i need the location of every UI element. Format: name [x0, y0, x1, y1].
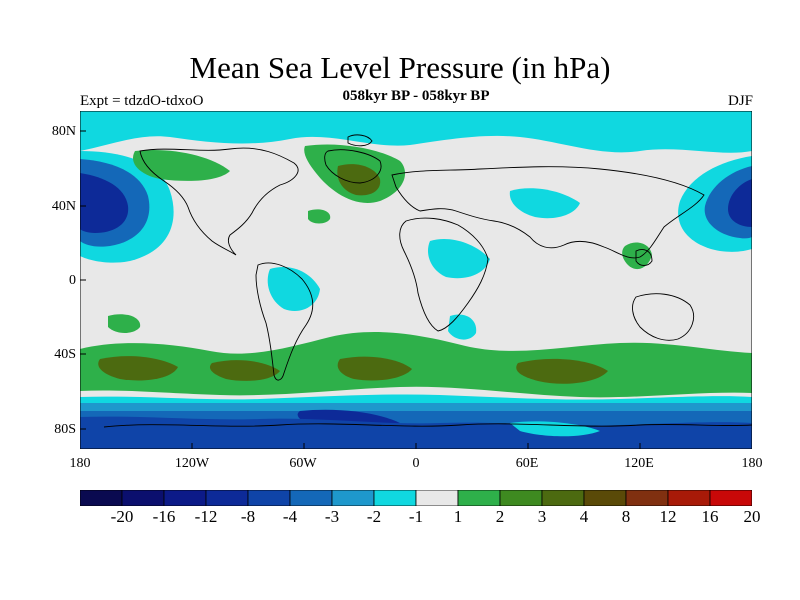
coastlines [103, 134, 752, 428]
npacific-low-east [728, 179, 752, 227]
lon-tick-label: 120W [174, 456, 210, 471]
colorbar-tick-label: -8 [240, 507, 256, 526]
samerica-cyan [267, 267, 320, 311]
lon-tick-label: 0 [412, 456, 420, 471]
season-label: DJF [727, 93, 753, 109]
asia-cyan [509, 188, 580, 219]
sh-cyan [448, 314, 477, 340]
lat-tick-label: 80N [51, 124, 76, 139]
colorbar-swatch [667, 490, 711, 506]
pressure-map [80, 111, 752, 449]
colorbar-tick-label: -12 [194, 507, 218, 526]
lat-tick-label: 0 [69, 273, 76, 288]
colorbar-tick-label: -16 [152, 507, 176, 526]
europe-patch [308, 209, 331, 224]
lon-tick-label: 180 [741, 456, 763, 471]
axis-ticks [80, 130, 641, 449]
colorbar-tick-label: -1 [408, 507, 424, 526]
natlantic-high [337, 164, 381, 196]
colorbar-swatch [163, 490, 207, 506]
arctic-band [80, 111, 752, 153]
africa-cyan [427, 239, 490, 279]
colorbar-swatch [373, 490, 417, 506]
colorbar-swatch [457, 490, 501, 506]
colorbar-swatch [541, 490, 585, 506]
colorbar-tick-label: -2 [366, 507, 382, 526]
colorbar-swatch [331, 490, 375, 506]
lon-tick-label: 60W [289, 456, 317, 471]
lon-tick-label: 180 [69, 456, 91, 471]
colorbar-swatch [625, 490, 669, 506]
shem-high-core [98, 356, 178, 381]
antarctic-patch [510, 421, 600, 437]
lon-tick-label: 60E [515, 456, 539, 471]
shem-high-core [516, 358, 608, 384]
colorbar-swatch [289, 490, 333, 506]
map-subtitle: 058kyr BP - 058kyr BP [342, 88, 490, 104]
lat-tick-label: 80S [54, 422, 76, 437]
colorbar-tick-label: 3 [537, 507, 547, 526]
colorbar-swatch [205, 490, 249, 506]
colorbar-swatch [415, 490, 459, 506]
npacific-low-west [80, 173, 129, 233]
shem-high-core [209, 360, 280, 381]
colorbar-swatch [80, 490, 123, 506]
lat-tick-label: 40N [51, 199, 76, 214]
colorbar-tick-label: 2 [495, 507, 505, 526]
colorbar-tick-label: 4 [579, 507, 589, 526]
southern-ocean-lightblue [80, 403, 752, 413]
colorbar-tick-label: 1 [453, 507, 463, 526]
map-title: Mean Sea Level Pressure (in hPa) [189, 50, 611, 85]
colorbar-swatch [247, 490, 291, 506]
colorbar-tick-label: 16 [701, 507, 719, 526]
experiment-label: Expt = tdzdO-tdxoO [80, 93, 204, 109]
shem-high-core [337, 356, 412, 381]
colorbar-swatch [709, 490, 752, 506]
colorbar-swatch [121, 490, 165, 506]
colorbar-tick-label: -4 [282, 507, 298, 526]
indonesia-green [622, 242, 652, 270]
colorbar-tick-label: 8 [621, 507, 631, 526]
lat-tick-label: 40S [54, 347, 76, 362]
colorbar-tick-label: 20 [743, 507, 761, 526]
antarctic-deep [80, 416, 752, 449]
colorbar-tick-label: 12 [659, 507, 677, 526]
colorbar-swatch [583, 490, 627, 506]
lon-tick-label: 120E [624, 456, 654, 471]
colorbar-swatch [499, 490, 543, 506]
colorbar-tick-label: -20 [110, 507, 134, 526]
spacific-green [108, 314, 141, 333]
colorbar-tick-label: -3 [324, 507, 340, 526]
na-patch [132, 149, 230, 181]
colorbar [80, 490, 752, 506]
